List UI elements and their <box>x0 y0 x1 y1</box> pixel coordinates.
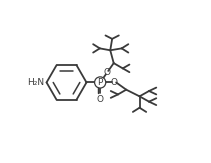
Text: O: O <box>97 95 104 104</box>
Text: O: O <box>110 78 117 87</box>
Text: P: P <box>97 78 103 87</box>
Text: H₂N: H₂N <box>27 78 44 87</box>
Text: O: O <box>103 68 110 77</box>
